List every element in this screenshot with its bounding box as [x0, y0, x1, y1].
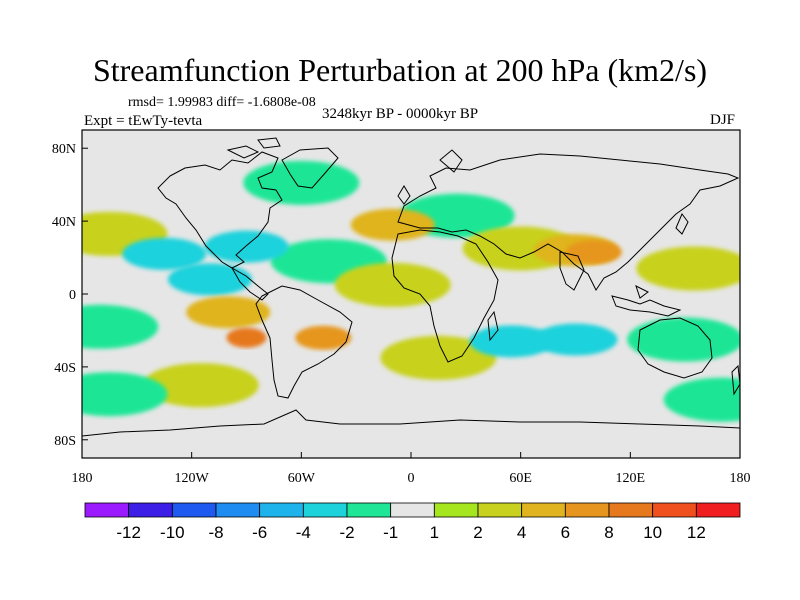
anomaly-region [565, 240, 622, 265]
y-tick-label: 80N [52, 142, 76, 157]
anomaly-field [82, 160, 740, 422]
coastline-australia [637, 317, 713, 379]
colorbar-label: -6 [252, 523, 267, 542]
anomaly-region [167, 263, 252, 296]
coastline-central-america [230, 266, 269, 301]
colorbar-swatch [390, 502, 435, 518]
colorbar-swatch [652, 502, 697, 518]
anomaly-region [122, 237, 207, 270]
colorbar-swatch [695, 502, 741, 518]
colorbar-label: 2 [473, 523, 482, 542]
anomaly-region [627, 317, 740, 362]
colorbar-swatch [128, 502, 173, 518]
anomaly-region [469, 325, 554, 358]
anomaly-region [142, 363, 259, 408]
coastline-madagascar [487, 310, 499, 342]
colorbar-label: 1 [430, 523, 439, 542]
colorbar-swatch [608, 502, 654, 518]
colorbar-swatch [259, 502, 304, 518]
coastline-antarctica [82, 409, 740, 437]
colorbar-label: 8 [604, 523, 613, 542]
x-tick-label: 120W [175, 471, 210, 486]
anomaly-region [663, 377, 740, 422]
anomaly-region [380, 335, 497, 380]
colorbar-swatch [84, 502, 130, 518]
colorbar-label: 12 [687, 523, 706, 542]
anomaly-region [186, 296, 271, 329]
y-tick-label: 40N [52, 215, 76, 230]
y-axis: 80N 40N 0 40S 80S [52, 142, 88, 449]
period-label: 3248kyr BP - 0000kyr BP [322, 106, 479, 122]
colorbar-label: 10 [643, 523, 662, 542]
anomaly-region [82, 304, 159, 349]
anomaly-region [82, 372, 168, 417]
coastline-india [559, 251, 585, 291]
y-tick-label: 80S [54, 434, 76, 449]
coastline-arctic-islands [226, 137, 281, 159]
x-tick-label: 180 [730, 471, 751, 486]
colorbar-label: -12 [116, 523, 141, 542]
coastline-eurasia [397, 153, 740, 291]
coastline-maritime-continent [611, 285, 682, 317]
anomaly-region [350, 208, 435, 241]
x-tick-label: 60E [509, 471, 532, 486]
anomaly-region [334, 262, 451, 307]
colorbar-swatch [302, 502, 348, 518]
x-tick-label: 120E [616, 471, 646, 486]
colorbar-label: 6 [561, 523, 570, 542]
x-tick-label: 60W [288, 471, 316, 486]
coastline-south-america [255, 285, 353, 399]
coastline-british-isles [397, 149, 463, 205]
season-label: DJF [710, 112, 736, 128]
anomaly-region [226, 327, 267, 348]
anomaly-region [533, 323, 618, 356]
colorbar-label: -1 [383, 523, 398, 542]
anomaly-region [204, 230, 289, 263]
anomaly-region [243, 160, 360, 205]
colorbar-swatch [346, 502, 392, 518]
stats-label: rmsd= 1.99983 diff= -1.6808e-08 [128, 95, 316, 110]
colorbar-swatch [521, 502, 566, 518]
colorbar-swatch [477, 502, 523, 518]
coastline-north-america [157, 151, 283, 269]
coastline-new-zealand [731, 364, 740, 396]
colorbar-label: 4 [517, 523, 526, 542]
colorbar-label: -4 [296, 523, 311, 542]
colorbar-swatch [171, 502, 217, 518]
colorbar: -12 -10 -8 -6 -4 -2 -1 1 2 4 6 8 10 12 [84, 502, 741, 542]
coastlines [82, 137, 740, 437]
colorbar-label: -8 [208, 523, 223, 542]
coastline-africa [391, 229, 499, 363]
x-axis: 180 120W 60W 0 60E 120E 180 [72, 452, 751, 486]
x-tick-label: 0 [408, 471, 415, 486]
y-tick-label: 40S [54, 361, 76, 376]
colorbar-swatch [564, 502, 610, 518]
anomaly-region [295, 325, 352, 350]
anomaly-region [636, 246, 740, 291]
colorbar-swatch [433, 502, 479, 518]
experiment-label: Expt = tEwTy-tevta [84, 113, 203, 129]
coastline-japan [675, 213, 689, 235]
y-tick-label: 0 [69, 288, 76, 303]
colorbar-label: -2 [339, 523, 354, 542]
coastline-greenland [281, 147, 339, 189]
x-tick-label: 180 [72, 471, 93, 486]
colorbar-label: -10 [160, 523, 185, 542]
map-title: Streamfunction Perturbation at 200 hPa (… [92, 52, 708, 88]
colorbar-swatch [215, 502, 261, 518]
